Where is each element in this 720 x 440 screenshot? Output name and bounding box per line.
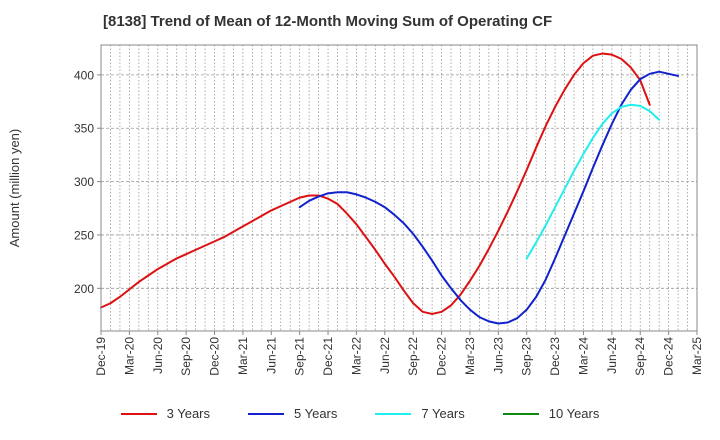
x-tick-label: Jun-22 bbox=[378, 337, 392, 374]
y-tick-label: 200 bbox=[74, 282, 94, 296]
x-tick-label: Jun-24 bbox=[605, 337, 619, 374]
y-axis-label: Amount (million yen) bbox=[7, 129, 22, 248]
legend-swatch bbox=[375, 412, 412, 415]
legend-swatch bbox=[120, 412, 157, 415]
series-line-3-years bbox=[100, 52, 651, 315]
y-tick-label: 250 bbox=[74, 228, 94, 242]
x-tick-label: Mar-23 bbox=[463, 337, 477, 375]
y-tick-label: 350 bbox=[74, 122, 94, 136]
legend-item-3-years: 3 Years bbox=[120, 406, 210, 421]
x-tick-label: Jun-20 bbox=[151, 337, 165, 374]
legend-item-10-years: 10 Years bbox=[502, 406, 600, 421]
x-tick-label: Dec-21 bbox=[321, 337, 335, 376]
x-tick-label: Dec-20 bbox=[208, 337, 222, 376]
series-layer bbox=[100, 52, 680, 325]
legend-swatch bbox=[248, 412, 284, 415]
legend-swatch bbox=[502, 412, 539, 415]
x-tick-label: Sep-21 bbox=[293, 337, 307, 376]
x-tick-label: Mar-20 bbox=[122, 337, 136, 375]
legend-label: 10 Years bbox=[548, 406, 600, 421]
x-tick-label: Mar-21 bbox=[236, 337, 250, 375]
x-tick-label: Dec-22 bbox=[435, 337, 449, 376]
x-tick-label: Sep-23 bbox=[520, 337, 534, 376]
x-tick-label: Sep-20 bbox=[179, 337, 193, 376]
x-tick-label: Dec-23 bbox=[548, 337, 562, 376]
legend: 3 Years 5 Years 7 Years 10 Years bbox=[0, 406, 720, 421]
legend-label: 5 Years bbox=[294, 406, 338, 421]
grid bbox=[101, 45, 697, 331]
chart-title: [8138] Trend of Mean of 12-Month Moving … bbox=[103, 13, 553, 30]
x-tick-label: Dec-19 bbox=[94, 337, 108, 376]
x-tick-label: Dec-24 bbox=[662, 337, 676, 376]
series-line-5-years bbox=[298, 70, 680, 325]
x-tick-label: Mar-24 bbox=[576, 337, 590, 375]
x-tick-label: Jun-21 bbox=[264, 337, 278, 374]
x-tick-label: Sep-22 bbox=[406, 337, 420, 376]
y-tick-label: 400 bbox=[74, 68, 94, 82]
x-tick-label: Sep-24 bbox=[633, 337, 647, 376]
y-axis: 200 250 300 350 400 bbox=[74, 68, 101, 296]
x-tick-label: Mar-22 bbox=[349, 337, 363, 375]
series-line-7-years bbox=[525, 103, 661, 260]
legend-item-7-years: 7 Years bbox=[375, 406, 465, 421]
legend-item-5-years: 5 Years bbox=[248, 406, 337, 421]
legend-label: 7 Years bbox=[421, 406, 465, 421]
x-tick-label: Mar-25 bbox=[690, 337, 704, 375]
x-axis: Dec-19 Mar-20 Jun-20 Sep-20 Dec-20 Mar-21 Jun-… bbox=[94, 331, 704, 376]
x-tick-label: Jun-23 bbox=[491, 337, 505, 374]
plot-frame bbox=[100, 44, 698, 332]
legend-label: 3 Years bbox=[166, 406, 210, 421]
y-tick-label: 300 bbox=[74, 175, 94, 189]
